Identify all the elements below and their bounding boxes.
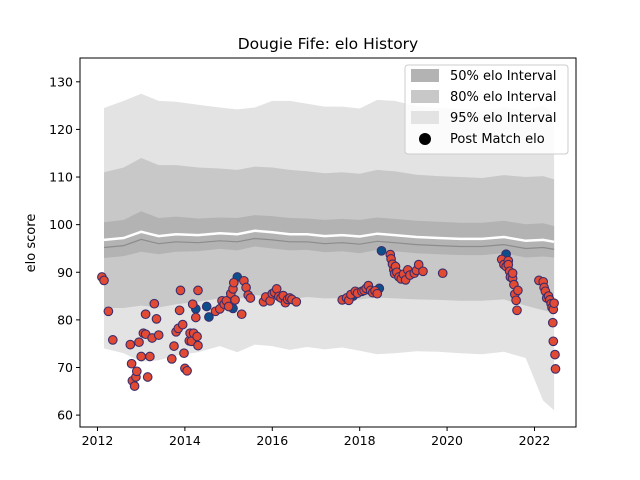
post-match-point [129,381,140,391]
x-tick-label: 2016 [256,433,288,448]
post-match-point [149,298,160,309]
y-tick-label: 70 [57,360,73,375]
post-match-point [418,266,428,277]
legend-frame [404,64,569,155]
y-tick-label: 110 [49,170,73,185]
post-match-point [230,295,240,305]
post-match-point [140,309,151,320]
post-match-point [145,351,155,362]
post-match-point [228,277,239,288]
y-axis: 60 70 80 90 100 110 120 130 [49,74,80,423]
post-match-point [549,298,559,309]
plot-area [97,93,561,411]
post-match-point-blue [201,301,212,312]
post-match-point [291,296,302,307]
post-match-point [507,268,518,279]
legend-marker-point [419,133,431,145]
post-match-point [103,306,114,317]
post-match-point [413,259,424,270]
post-match-point [175,285,186,296]
legend-swatch-50 [411,69,439,82]
legend-label-80: 80% elo Interval [450,90,557,105]
post-match-point [190,312,201,323]
legend-label-50: 50% elo Interval [450,69,557,84]
post-match-point [193,285,203,296]
y-tick-label: 120 [49,122,73,137]
y-tick-label: 90 [57,265,73,280]
post-match-point [511,295,521,306]
plot-frame [79,57,577,428]
post-match-point [177,319,188,330]
post-match-point [182,365,192,376]
post-match-point-blue [204,312,214,322]
post-match-point [142,372,153,382]
y-tick-label: 130 [49,74,73,89]
post-match-point [236,309,247,320]
post-match-point [513,285,523,296]
post-match-point [107,335,118,345]
y-axis-label: elo score [24,214,39,273]
post-match-point [151,314,162,324]
legend-swatch-80 [411,90,439,103]
post-match-point [192,331,202,342]
mean-elo-line-shade [103,237,555,250]
post-match-point [193,340,203,351]
post-match-point [437,268,448,279]
post-match-point [166,354,177,364]
chart-title: Dougie Fife: elo History [238,35,418,53]
post-match-points [97,245,561,391]
post-match-point [126,358,137,369]
post-match-point-blue [376,245,387,256]
legend: 50% elo Interval 80% elo Interval 95% el… [404,64,569,155]
x-tick-label: 2014 [169,433,201,448]
post-match-point [372,288,383,299]
post-match-point [131,366,142,377]
post-match-point [187,299,198,310]
post-match-point [547,317,558,328]
legend-label-point: Post Match elo [450,132,545,147]
post-match-point [169,341,179,351]
post-match-point [99,275,109,286]
post-match-point [550,349,560,360]
post-match-point [134,337,144,348]
y-tick-label: 60 [57,408,73,423]
post-match-point [245,293,256,303]
x-tick-label: 2022 [519,433,551,448]
x-tick-label: 2012 [82,433,114,448]
post-match-point [548,336,559,347]
y-tick-label: 100 [49,217,73,232]
post-match-point [125,339,136,350]
post-match-point [512,305,522,316]
y-tick-label: 80 [57,312,73,327]
legend-label-95: 95% elo Interval [450,111,557,126]
post-match-point [223,301,234,312]
x-tick-label: 2018 [344,433,376,448]
legend-swatch-95 [411,111,439,124]
x-tick-label: 2020 [431,433,463,448]
post-match-point [136,351,147,362]
post-match-point [179,348,189,359]
post-match-point [550,364,561,374]
mean-elo-line [103,229,555,244]
x-axis: 2012 2014 2016 2018 2020 2022 [82,427,551,448]
post-match-point [153,330,164,340]
post-match-point [174,305,185,316]
